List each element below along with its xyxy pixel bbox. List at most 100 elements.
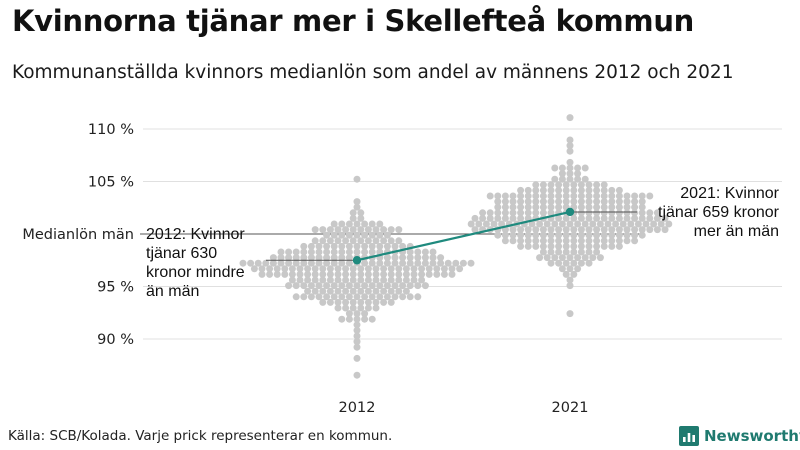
kommun-dot (330, 259, 338, 267)
kommun-dot (353, 198, 361, 206)
kommun-dot (524, 231, 532, 239)
kommun-dot (623, 226, 631, 234)
kommun-dot (380, 298, 388, 306)
kommun-dot (311, 265, 319, 273)
kommun-dot (570, 242, 578, 250)
kommun-dot (585, 181, 593, 189)
kommun-dot (376, 259, 384, 267)
kommun-dot (311, 287, 319, 295)
kommun-dot (364, 237, 372, 245)
kommun-dot (364, 265, 372, 273)
kommun-dot (638, 226, 646, 234)
kommun-dot (585, 237, 593, 245)
kommun-dot (517, 214, 525, 222)
kommun-dot (372, 287, 380, 295)
kommun-dot (250, 265, 258, 273)
kommun-dot (517, 192, 525, 200)
kommun-dot (566, 136, 574, 144)
kommun-dot (532, 186, 540, 194)
kommun-dot (357, 304, 365, 312)
kommun-dot (631, 198, 639, 206)
kommun-dot (357, 287, 365, 295)
kommun-dot (498, 220, 506, 228)
kommun-dot (345, 315, 353, 323)
kommun-dot (615, 203, 623, 211)
kommun-dot (380, 287, 388, 295)
kommun-dot (517, 226, 525, 234)
kommun-dot (269, 259, 277, 267)
kommun-dot (353, 203, 361, 211)
kommun-dot (361, 231, 369, 239)
kommun-dot (547, 237, 555, 245)
kommun-dot (292, 254, 300, 262)
kommun-dot (323, 254, 331, 262)
kommun-dot (349, 298, 357, 306)
kommun-dot (300, 242, 308, 250)
kommun-dot (307, 282, 315, 290)
chart-subtitle: Kommunanställda kvinnors medianlön som a… (12, 62, 734, 83)
kommun-dot (368, 248, 376, 256)
kommun-dot (361, 248, 369, 256)
kommun-dot (615, 237, 623, 245)
x-tick-label: 2021 (552, 400, 589, 416)
kommun-dot (646, 209, 654, 217)
kommun-dot (593, 242, 601, 250)
kommun-dot (353, 242, 361, 250)
kommun-dot (459, 259, 467, 267)
newsworthy-logo: Newsworthy (679, 426, 800, 446)
kommun-dot (623, 192, 631, 200)
x-tick-label: 2012 (339, 400, 376, 416)
kommun-dot (631, 231, 639, 239)
kommun-dot (410, 270, 418, 278)
kommun-dot (555, 231, 563, 239)
kommun-dot (372, 265, 380, 273)
kommun-dot (440, 265, 448, 273)
kommun-dot (300, 282, 308, 290)
kommun-dot (368, 293, 376, 301)
kommun-dot (372, 276, 380, 284)
kommun-dot (593, 237, 601, 245)
kommun-dot (326, 226, 334, 234)
kommun-dot (406, 248, 414, 256)
kommun-dot (536, 220, 544, 228)
kommun-dot (517, 242, 525, 250)
kommun-dot (383, 282, 391, 290)
kommun-dot (383, 242, 391, 250)
kommun-dot (376, 242, 384, 250)
kommun-dot (555, 242, 563, 250)
kommun-dot (631, 203, 639, 211)
kommun-dot (524, 237, 532, 245)
kommun-dot (615, 192, 623, 200)
kommun-dot (399, 254, 407, 262)
kommun-dot (315, 259, 323, 267)
kommun-dot (555, 259, 563, 267)
kommun-dot (307, 254, 315, 262)
kommun-dot (574, 170, 582, 178)
kommun-dot (585, 226, 593, 234)
kommun-dot (380, 276, 388, 284)
kommun-dot (338, 231, 346, 239)
kommun-dot (383, 293, 391, 301)
kommun-dot (342, 226, 350, 234)
kommun-dot (380, 226, 388, 234)
kommun-dot (532, 203, 540, 211)
kommun-dot (307, 242, 315, 250)
kommun-dot (596, 220, 604, 228)
kommun-dot (638, 203, 646, 211)
kommun-dot (657, 220, 665, 228)
kommun-dot (646, 192, 654, 200)
kommun-dot (653, 214, 661, 222)
annotation-2012-line: 2012: Kvinnor (146, 226, 245, 243)
kommun-dot (326, 287, 334, 295)
kommun-dot (577, 203, 585, 211)
kommun-dot (547, 226, 555, 234)
highlight-dot-2012 (352, 256, 362, 265)
kommun-dot (357, 214, 365, 222)
kommun-dot (467, 220, 475, 228)
kommun-dot (600, 209, 608, 217)
kommun-dot (334, 226, 342, 234)
kommun-dot (490, 220, 498, 228)
kommun-dot (555, 226, 563, 234)
kommun-dot (406, 254, 414, 262)
kommun-dot (547, 192, 555, 200)
